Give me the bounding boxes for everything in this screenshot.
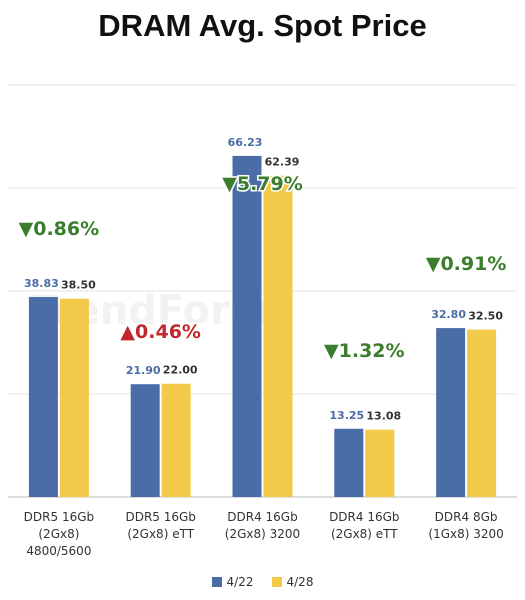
value-label-4-28-4: 32.50	[468, 310, 503, 323]
legend-swatch-4-28	[271, 577, 282, 587]
bar-4-22-0	[28, 297, 58, 497]
category-label-3-1: (2Gx8) eTT	[331, 527, 398, 541]
legend-item-4-28: 4/28	[271, 575, 314, 589]
legend-label-4-28: 4/28	[286, 575, 314, 589]
change-label-2: ▼5.79%	[222, 173, 303, 195]
value-label-4-28-1: 22.00	[163, 364, 198, 377]
bar-4-28-0	[59, 298, 89, 497]
bar-chart: 38.83 38.50 DDR5 16Gb (2Gx8) 4800/5600 ▼0.86%…	[8, 84, 517, 558]
value-label-4-22-1: 21.90	[126, 364, 161, 377]
legend: 4/22 4/28	[0, 575, 525, 589]
value-label-4-28-0: 38.50	[61, 279, 96, 292]
bar-4-22-1	[130, 384, 160, 497]
change-label-3: ▼1.32%	[324, 340, 405, 362]
category-label-3-0: DDR4 16Gb	[329, 510, 399, 524]
category-label-2-1: (2Gx8) 3200	[225, 527, 300, 541]
bar-4-22-3	[334, 428, 364, 497]
category-label-0-1: (2Gx8)	[38, 527, 79, 541]
value-label-4-22-3: 13.25	[329, 409, 364, 422]
value-label-4-28-3: 13.08	[366, 410, 401, 423]
bar-4-28-2	[263, 175, 293, 497]
category-label-4-1: (1Gx8) 3200	[428, 527, 503, 541]
category-label-0-0: DDR5 16Gb	[24, 510, 94, 524]
legend-swatch-4-22	[211, 577, 222, 587]
legend-item-4-22: 4/22	[211, 575, 254, 589]
category-label-2-0: DDR4 16Gb	[227, 510, 297, 524]
bar-4-22-4	[436, 328, 466, 497]
bar-4-28-4	[467, 329, 497, 497]
value-label-4-22-0: 38.83	[24, 277, 59, 290]
category-label-1-0: DDR5 16Gb	[125, 510, 195, 524]
value-label-4-28-2: 62.39	[265, 156, 300, 169]
bar-4-22-2	[232, 155, 262, 497]
value-label-4-22-4: 32.80	[431, 308, 466, 321]
change-label-1: ▲0.46%	[120, 321, 201, 343]
legend-label-4-22: 4/22	[226, 575, 254, 589]
category-label-1-1: (2Gx8) eTT	[127, 527, 194, 541]
change-label-4: ▼0.91%	[426, 253, 507, 275]
bar-4-28-3	[365, 429, 395, 497]
category-label-0-2: 4800/5600	[26, 544, 91, 558]
change-label-0: ▼0.86%	[19, 218, 100, 240]
category-label-4-0: DDR4 8Gb	[435, 510, 498, 524]
value-label-4-22-2: 66.23	[228, 136, 263, 149]
bar-4-28-1	[161, 383, 191, 497]
chart-title: DRAM Avg. Spot Price	[98, 8, 427, 43]
